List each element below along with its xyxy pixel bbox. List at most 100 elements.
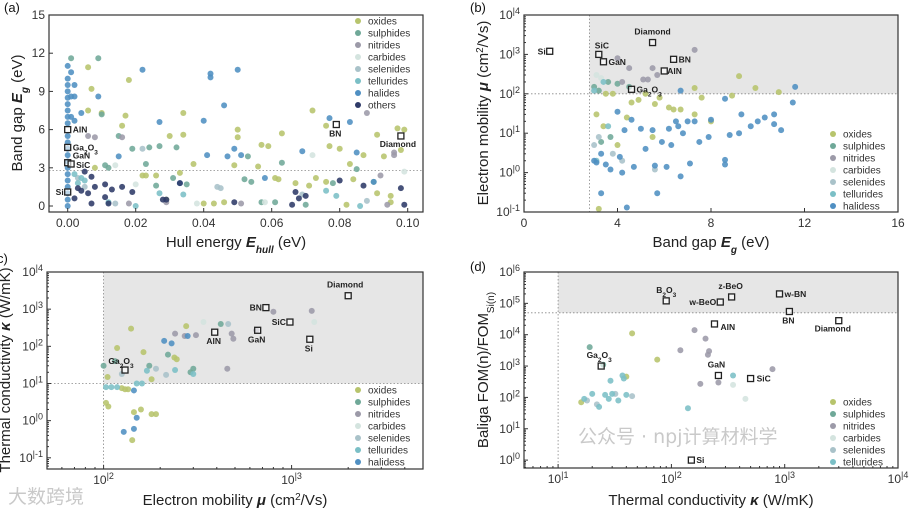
material-marker-AlN bbox=[660, 67, 668, 75]
data-point-halidess bbox=[168, 340, 175, 347]
data-point-oxides bbox=[595, 205, 602, 212]
tick-exponent: |0 bbox=[36, 412, 43, 422]
legend-marker-sulphides bbox=[355, 399, 361, 405]
data-point-halidess bbox=[722, 95, 729, 102]
x-tick-label: 10|3 bbox=[774, 470, 795, 486]
tick-base: 10 bbox=[499, 265, 513, 279]
x-axis-title: Band gap Eg (eV) bbox=[652, 234, 769, 256]
data-point-oxides bbox=[691, 85, 698, 92]
data-point-sulphides bbox=[105, 164, 112, 171]
legend-marker-tellurides bbox=[830, 459, 836, 465]
data-point-others bbox=[108, 186, 115, 193]
material-label-BN: BN bbox=[250, 303, 262, 313]
material-marker-Si bbox=[306, 335, 314, 343]
material-label-w-BeO: w-BeO bbox=[688, 297, 716, 307]
x-tick-label: 0 bbox=[521, 216, 528, 230]
legend-label-nitrides: nitrides bbox=[843, 422, 875, 433]
material-label-Diamond: Diamond bbox=[327, 280, 363, 290]
x-tick-label: 10|4 bbox=[888, 470, 909, 486]
data-point-tellurides bbox=[156, 190, 163, 197]
x-axis-title-part: (W/mK) bbox=[759, 492, 814, 509]
tick-exponent: |3 bbox=[513, 357, 520, 367]
data-point-sulphides bbox=[241, 176, 248, 183]
data-point-oxides bbox=[130, 409, 137, 416]
data-point-nitrides bbox=[238, 200, 245, 207]
data-point-sulphides bbox=[244, 153, 251, 160]
y-tick-label: 10|-1 bbox=[19, 449, 43, 465]
x-axis-title-part: E bbox=[721, 234, 732, 251]
data-point-oxides bbox=[614, 142, 621, 149]
axes-frame bbox=[48, 14, 424, 213]
tick-exponent: |4 bbox=[513, 326, 520, 336]
tick-exponent: |6 bbox=[513, 263, 520, 273]
data-point-oxides bbox=[394, 125, 401, 132]
data-point-oxides bbox=[265, 143, 272, 150]
tick-base: 10 bbox=[888, 472, 902, 486]
data-point-oxides bbox=[343, 201, 350, 208]
data-point-sulphides bbox=[68, 55, 75, 62]
data-point-halidess bbox=[722, 156, 729, 163]
data-point-halidess bbox=[130, 425, 137, 432]
material-label-BN: BN bbox=[782, 315, 794, 325]
legend: oxidessulphidesnitridescarbidesselenides… bbox=[830, 130, 885, 213]
data-point-nitrides bbox=[704, 351, 711, 358]
data-point-nitrides bbox=[172, 330, 179, 337]
label-part: Ga bbox=[73, 142, 85, 152]
tick-base: 10 bbox=[22, 265, 36, 279]
data-point-oxides bbox=[231, 162, 238, 169]
legend-label-carbides: carbides bbox=[843, 166, 881, 177]
chart-panel-3: B2O3w-BeOz-BeOw-BNBNDiamondAlNGaNSiCGa2O… bbox=[470, 259, 908, 509]
legend-marker-nitrides bbox=[355, 411, 361, 417]
tick-base: 10 bbox=[93, 473, 107, 487]
data-point-carbides bbox=[132, 181, 139, 188]
y-tick-label: 12 bbox=[32, 46, 46, 60]
data-point-tellurides bbox=[180, 191, 187, 198]
y-tick-label: 0 bbox=[38, 199, 45, 213]
data-point-selenides bbox=[609, 150, 616, 157]
data-point-carbides bbox=[742, 395, 749, 402]
data-point-halidess bbox=[184, 332, 191, 339]
data-point-sulphides bbox=[100, 362, 107, 369]
material-marker-Diamond bbox=[397, 132, 405, 140]
y-tick-label: 3 bbox=[38, 161, 45, 175]
x-axis-title-part: (cm bbox=[266, 492, 295, 509]
data-point-others bbox=[102, 181, 109, 188]
data-point-carbides bbox=[401, 168, 408, 175]
data-point-halides bbox=[64, 62, 71, 69]
legend-marker-oxides bbox=[355, 18, 361, 24]
material-marker-Diamond bbox=[835, 317, 843, 325]
data-point-halidess bbox=[684, 118, 691, 125]
y-tick-label: 10|2 bbox=[499, 85, 520, 101]
y-tick-label: 10|1 bbox=[499, 420, 520, 436]
data-point-halidess bbox=[691, 118, 698, 125]
tick-base: 10 bbox=[774, 472, 788, 486]
tick-base: 10 bbox=[499, 328, 513, 342]
data-point-tellurides bbox=[190, 371, 197, 378]
material-marker-SiC bbox=[595, 50, 603, 59]
data-point-selenides bbox=[139, 145, 146, 152]
label-part: B bbox=[656, 285, 662, 295]
legend-marker-selenides bbox=[355, 435, 361, 441]
material-label-B2O3: B2O3 bbox=[656, 285, 676, 299]
legend-label-carbides: carbides bbox=[368, 53, 406, 64]
legend-marker-others bbox=[355, 102, 361, 108]
x-tick-label: 0.06 bbox=[260, 216, 284, 230]
legend-label-selenides: selenides bbox=[368, 65, 410, 76]
data-point-others bbox=[163, 196, 170, 203]
tick-base: 10 bbox=[548, 472, 562, 486]
data-point-carbides bbox=[309, 152, 316, 159]
material-label-SiC: SiC bbox=[76, 160, 90, 170]
data-point-tellurides bbox=[323, 187, 330, 194]
data-point-sulphides bbox=[595, 87, 602, 94]
data-point-nitrides bbox=[391, 152, 398, 159]
data-point-halidess bbox=[708, 116, 714, 123]
data-point-oxides bbox=[312, 174, 319, 181]
panel-label: c) bbox=[0, 251, 8, 266]
data-point-halides bbox=[64, 152, 71, 159]
data-point-halides bbox=[78, 110, 85, 117]
material-label-SiC: SiC bbox=[272, 317, 286, 327]
data-point-nitrides bbox=[697, 380, 704, 387]
tick-base: 10 bbox=[661, 472, 675, 486]
